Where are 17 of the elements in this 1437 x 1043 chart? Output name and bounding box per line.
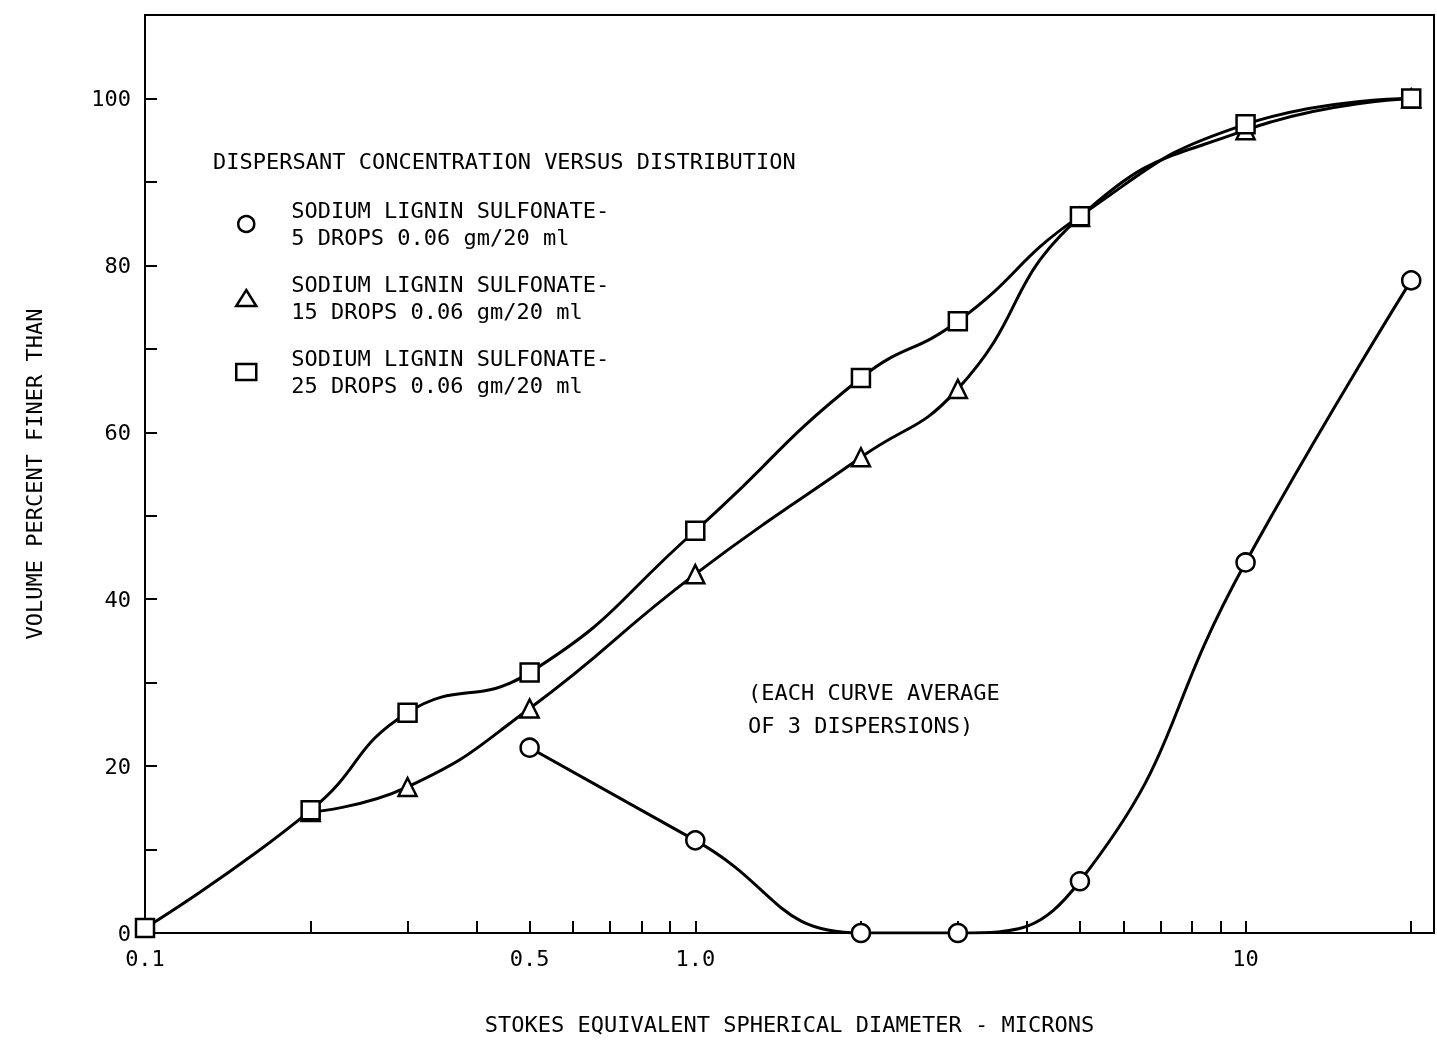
x-tick-label: 1.0 xyxy=(675,945,716,971)
y-tick-label: 60 xyxy=(104,419,131,445)
y-tick-label: 20 xyxy=(104,753,131,779)
text: 0.5 xyxy=(509,945,550,971)
annotation: (EACH CURVE AVERAGE OF 3 DISPERSIONS) xyxy=(748,680,1000,738)
x-tick-label: 10 xyxy=(1232,945,1259,971)
legend-label: SODIUM LIGNIN SULFONATE- 5 DROPS 0.06 gm/20 ml xyxy=(291,198,610,250)
y-tick-label: 80 xyxy=(104,252,131,278)
legend-label: SODIUM LIGNIN SULFONATE- 25 DROPS 0.06 gm/20 ml xyxy=(291,346,610,398)
text: 0.1 xyxy=(125,945,165,971)
y-tick-label: 40 xyxy=(104,586,131,612)
x-axis-title: STOKES EQUIVALENT SPHERICAL DIAMETER - MICRONS xyxy=(484,1011,1095,1037)
y-tick-label: 0 xyxy=(117,920,131,946)
legend-title: DISPERSANT CONCENTRATION VERSUS DISTRIBUTION xyxy=(213,148,796,174)
y-axis-title: VOLUME PERCENT FINER THAN xyxy=(21,308,47,640)
y-tick-label: 100 xyxy=(91,85,131,111)
legend-label: SODIUM LIGNIN SULFONATE- 15 DROPS 0.06 gm/20 ml xyxy=(291,272,610,324)
